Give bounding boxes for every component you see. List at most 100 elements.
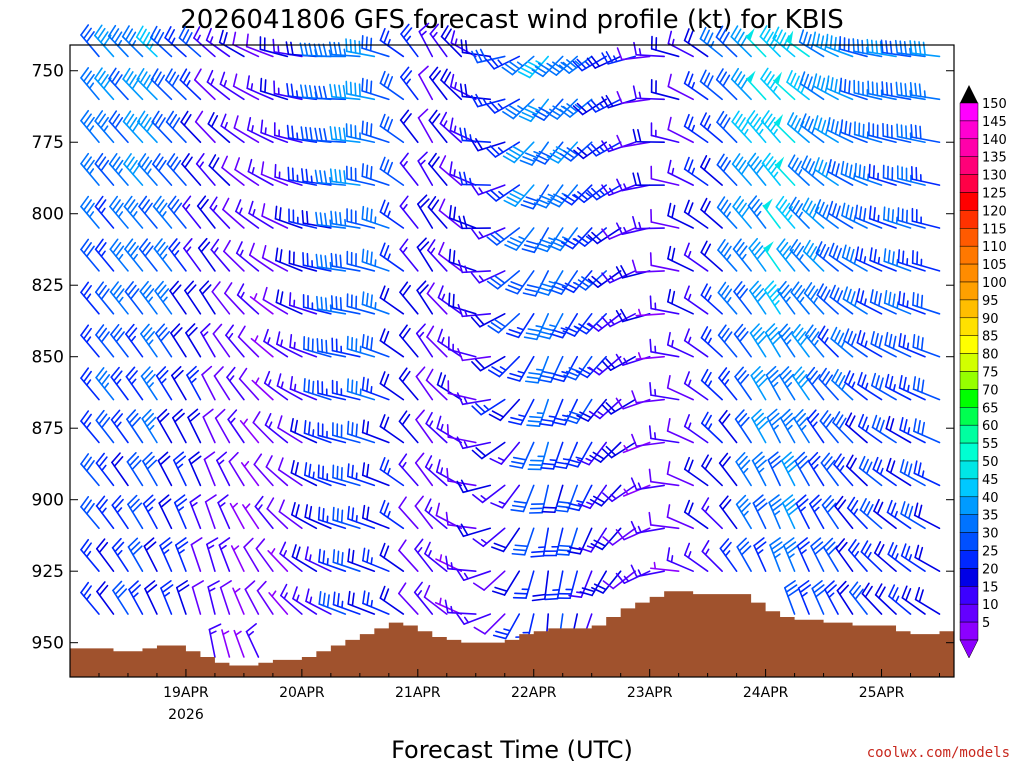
wind-barb	[268, 590, 289, 615]
wind-barb	[649, 338, 680, 358]
wind-barb	[287, 166, 318, 186]
wind-barb	[911, 207, 941, 229]
wind-barb	[459, 83, 492, 101]
wind-barb	[886, 457, 912, 487]
wind-barb	[291, 502, 318, 530]
colorbar-swatch	[959, 156, 979, 175]
wind-barb	[256, 580, 274, 615]
wind-barb	[80, 496, 100, 530]
wind-barb	[588, 398, 622, 420]
wind-barb	[80, 24, 100, 58]
wind-barb	[332, 591, 361, 615]
wind-barb	[314, 127, 347, 144]
wind-barb	[424, 455, 448, 487]
wind-barb	[233, 115, 260, 144]
wind-barb	[168, 238, 187, 272]
wind-barb	[265, 455, 289, 487]
colorbar-label: 40	[982, 491, 999, 506]
wind-barb	[202, 408, 216, 444]
wind-barb	[717, 239, 738, 272]
wind-barb	[859, 498, 883, 530]
wind-barb	[545, 98, 579, 120]
wind-barb	[715, 68, 738, 101]
wind-barb	[505, 270, 535, 295]
wind-barb	[126, 452, 144, 487]
wind-barb	[111, 452, 129, 487]
wind-barb	[471, 441, 506, 460]
wind-barb	[111, 495, 129, 530]
wind-barb	[586, 98, 622, 113]
wind-barb	[122, 110, 144, 144]
wind-barb	[855, 288, 883, 315]
wind-barb	[259, 36, 289, 58]
wind-barb	[140, 323, 158, 358]
wind-barb	[125, 366, 144, 401]
wind-barb	[398, 453, 419, 487]
wind-barb	[631, 259, 665, 273]
wind-barb	[289, 375, 318, 401]
wind-barb	[143, 537, 158, 572]
wind-barb	[470, 270, 506, 284]
wind-barb	[138, 195, 158, 229]
wind-barb	[512, 570, 535, 599]
wind-barb	[731, 110, 752, 144]
y-tick-label: 750	[32, 62, 64, 82]
colorbar-swatch	[959, 424, 979, 444]
wind-barb	[229, 502, 245, 530]
wind-barb	[80, 109, 100, 144]
wind-barb	[207, 112, 231, 144]
wind-barb	[80, 195, 100, 229]
colorbar-swatch	[959, 371, 979, 390]
wind-barb	[361, 163, 390, 186]
wind-barb	[456, 436, 492, 450]
wind-barb	[379, 242, 405, 272]
wind-barb	[95, 538, 115, 572]
wind-barb	[346, 378, 376, 401]
colorbar-swatch	[959, 621, 979, 641]
wind-barb	[200, 323, 216, 358]
wind-barb	[803, 282, 825, 315]
wind-barb	[487, 313, 521, 334]
wind-barb	[870, 330, 897, 358]
time-axis: 19APR 2026 20APR 21APR 22APR 23APR 24APR 25APR	[98, 669, 941, 723]
wind-barb	[228, 451, 245, 487]
wind-barb	[835, 538, 854, 572]
wind-barb	[379, 585, 405, 615]
wind-barb	[137, 153, 158, 186]
wind-barb	[219, 580, 232, 615]
wind-barb	[884, 331, 912, 358]
colorbar-swatch	[959, 407, 979, 426]
wind-barb	[278, 499, 303, 530]
wind-barb	[913, 502, 941, 530]
wind-barb	[873, 498, 897, 530]
wind-barb	[573, 184, 607, 204]
wind-barb	[700, 283, 723, 315]
colorbar-label: 120	[982, 204, 1007, 219]
wind-barb	[263, 328, 289, 358]
wind-barb	[181, 153, 202, 186]
wind-barb	[152, 153, 173, 186]
wind-barb	[434, 597, 463, 615]
colorbar-label: 150	[982, 97, 1007, 112]
wind-barb	[418, 65, 434, 101]
colorbar-swatch	[959, 299, 979, 319]
wind-barb	[221, 155, 245, 186]
wind-barb	[80, 238, 100, 272]
wind-barb	[867, 80, 897, 101]
wind-barb	[444, 599, 477, 615]
wind-barb	[667, 202, 694, 229]
wind-barb	[801, 155, 825, 186]
wind-barb	[820, 452, 839, 487]
y-tick-label: 950	[32, 634, 64, 654]
y-tick-label: 875	[32, 419, 64, 439]
wind-barb	[346, 165, 376, 186]
wind-barb	[126, 409, 144, 444]
wind-barb	[667, 288, 694, 315]
wind-barb	[204, 494, 217, 530]
wind-barb	[511, 527, 535, 556]
wind-barb	[182, 195, 202, 229]
wind-barb	[667, 116, 694, 144]
wind-barb	[793, 409, 810, 444]
wind-barb	[414, 538, 434, 572]
colorbar-label: 10	[982, 598, 999, 613]
